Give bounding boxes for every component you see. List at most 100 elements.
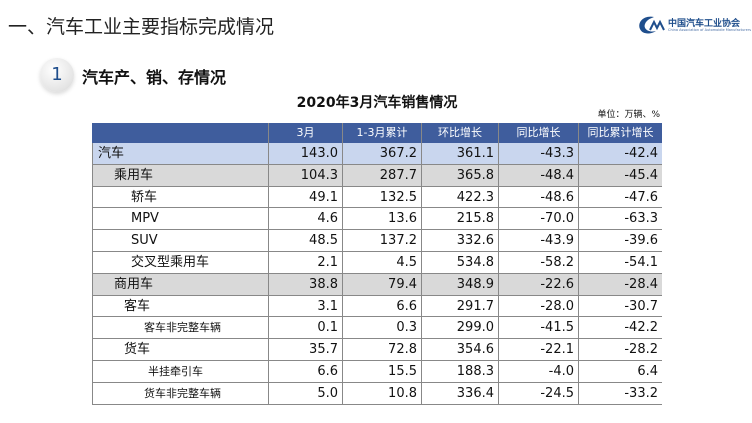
cell-value: 287.7 (342, 164, 421, 187)
row-label: 轿车 (92, 186, 268, 209)
cell-value: -42.4 (578, 143, 662, 165)
table-row: MPV 4.6 13.6 215.8 -70.0 -63.3 (92, 208, 662, 231)
table-row: 轿车 49.1 132.5 422.3 -48.6 -47.6 (92, 186, 662, 209)
table-row: 商用车 38.8 79.4 348.9 -22.6 -28.4 (92, 273, 662, 296)
cell-value: -48.4 (498, 164, 578, 187)
column-header: 同比增长 (498, 123, 578, 143)
cell-value: 79.4 (342, 273, 421, 296)
cell-value: -30.7 (578, 295, 662, 318)
cell-value: -4.0 (498, 361, 578, 383)
row-label: 货车非完整车辆 (92, 382, 268, 405)
section-badge (40, 58, 74, 92)
row-label: SUV (92, 230, 268, 252)
row-label: 汽车 (92, 143, 268, 165)
cell-value: -63.3 (578, 208, 662, 231)
row-label: 半挂牵引车 (92, 361, 268, 383)
row-label: 客车 (92, 295, 268, 318)
cell-value: -28.0 (498, 295, 578, 318)
table-row: 客车非完整车辆 0.1 0.3 299.0 -41.5 -42.2 (92, 317, 662, 340)
table-row: 客车 3.1 6.6 291.7 -28.0 -30.7 (92, 295, 662, 318)
section-title: 汽车产、销、存情况 (82, 68, 227, 87)
table-row: SUV 48.5 137.2 332.6 -43.9 -39.6 (92, 230, 662, 252)
table-row: 乘用车 104.3 287.7 365.8 -48.4 -45.4 (92, 164, 662, 187)
column-header: 环比增长 (421, 123, 498, 143)
slide-title: 一、汽车工业主要指标完成情况 (8, 16, 275, 38)
column-header: 3月 (268, 123, 342, 143)
cell-value: 361.1 (421, 143, 498, 165)
cell-value: 534.8 (421, 252, 498, 274)
cell-value: 188.3 (421, 361, 498, 383)
cell-value: -39.6 (578, 230, 662, 252)
column-header: 1-3月累计 (342, 123, 421, 143)
table-title: 2020年3月汽车销售情况 (296, 95, 458, 111)
logo-subtext: China Association of Automobile Manufact… (668, 28, 752, 32)
cell-value: 332.6 (421, 230, 498, 252)
cell-value: 104.3 (268, 164, 342, 187)
cell-value: 13.6 (342, 208, 421, 231)
cell-value: 10.8 (342, 382, 421, 405)
cell-value: 4.5 (342, 252, 421, 274)
cell-value: 336.4 (421, 382, 498, 405)
cell-value: 6.6 (342, 295, 421, 318)
cell-value: -47.6 (578, 186, 662, 209)
cell-value: 143.0 (268, 143, 342, 165)
row-label: MPV (92, 208, 268, 231)
cell-value: 291.7 (421, 295, 498, 318)
row-label: 交叉型乘用车 (92, 252, 268, 274)
cell-value: -24.5 (498, 382, 578, 405)
cell-value: -33.2 (578, 382, 662, 405)
logo-mark (639, 16, 665, 34)
cell-value: 3.1 (268, 295, 342, 318)
column-header: 同比累计增长 (578, 123, 662, 143)
cell-value: -43.3 (498, 143, 578, 165)
cell-value: 6.4 (578, 361, 662, 383)
table-row: 货车 35.7 72.8 354.6 -22.1 -28.2 (92, 339, 662, 361)
cell-value: 2.1 (268, 252, 342, 274)
cell-value: 299.0 (421, 317, 498, 340)
cell-value: 137.2 (342, 230, 421, 252)
cell-value: -22.1 (498, 339, 578, 361)
row-label: 乘用车 (92, 164, 268, 187)
cell-value: -28.2 (578, 339, 662, 361)
cell-value: 367.2 (342, 143, 421, 165)
cell-value: 348.9 (421, 273, 498, 296)
cell-value: -43.9 (498, 230, 578, 252)
cell-value: 6.6 (268, 361, 342, 383)
table-row: 汽车 143.0 367.2 361.1 -43.3 -42.4 (92, 143, 662, 165)
cell-value: 215.8 (421, 208, 498, 231)
cell-value: -42.2 (578, 317, 662, 340)
cell-value: -48.6 (498, 186, 578, 209)
cell-value: 0.3 (342, 317, 421, 340)
cell-value: -54.1 (578, 252, 662, 274)
cell-value: 4.6 (268, 208, 342, 231)
cell-value: 0.1 (268, 317, 342, 340)
header-row: 3月 1-3月累计 环比增长 同比增长 同比累计增长 (92, 123, 662, 143)
cell-value: -45.4 (578, 164, 662, 187)
cell-value: 132.5 (342, 186, 421, 209)
logo-text: 中国汽车工业协会 (668, 19, 741, 29)
row-label: 商用车 (92, 273, 268, 296)
cell-value: 365.8 (421, 164, 498, 187)
table-unit: 单位：万辆、% (597, 110, 660, 120)
cell-value: 49.1 (268, 186, 342, 209)
section-number: 1 (51, 64, 63, 85)
cell-value: 354.6 (421, 339, 498, 361)
cell-value: 48.5 (268, 230, 342, 252)
column-header (92, 123, 268, 143)
cell-value: -41.5 (498, 317, 578, 340)
cell-value: 5.0 (268, 382, 342, 405)
row-label: 货车 (92, 339, 268, 361)
cell-value: 15.5 (342, 361, 421, 383)
cell-value: -70.0 (498, 208, 578, 231)
cell-value: 38.8 (268, 273, 342, 296)
cell-value: 72.8 (342, 339, 421, 361)
row-label: 客车非完整车辆 (92, 317, 268, 340)
cell-value: -28.4 (578, 273, 662, 296)
table-row: 交叉型乘用车 2.1 4.5 534.8 -58.2 -54.1 (92, 252, 662, 274)
cell-value: 35.7 (268, 339, 342, 361)
table-row: 半挂牵引车 6.6 15.5 188.3 -4.0 6.4 (92, 361, 662, 383)
cell-value: -22.6 (498, 273, 578, 296)
table-row: 货车非完整车辆 5.0 10.8 336.4 -24.5 -33.2 (92, 382, 662, 405)
cell-value: 422.3 (421, 186, 498, 209)
